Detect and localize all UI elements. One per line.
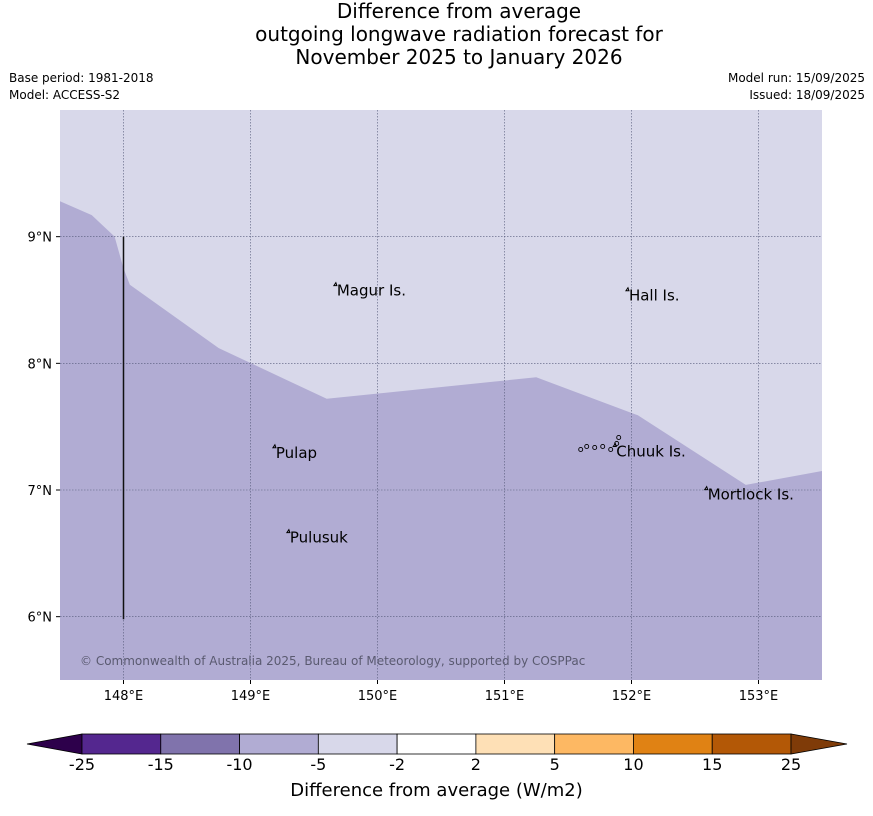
colorbar-tick-label: 5: [549, 755, 560, 774]
colorbar-bin: [633, 733, 713, 755]
colorbar-bin: [317, 733, 398, 755]
lat-tick-label: 9°N: [28, 231, 53, 246]
island-outline: [332, 281, 338, 287]
island-outline: [285, 528, 291, 534]
chuuk-island-outline: [592, 445, 598, 450]
place-label: Mortlock Is.: [708, 486, 794, 504]
colorbar-tick-label: 25: [780, 755, 802, 774]
lon-tick-label: 150°E: [358, 689, 398, 704]
island-outline: [625, 286, 630, 292]
model-run-text: Model run: 15/09/2025: [727, 71, 865, 85]
place-label: Chuuk Is.: [616, 443, 685, 461]
colorbar-bin: [396, 733, 477, 755]
chuuk-island-outline: [616, 435, 622, 440]
lon-tick-label: 152°E: [612, 689, 652, 704]
colorbar-bin: [239, 733, 319, 755]
colorbar-bin: [554, 733, 634, 755]
colorbar-bin: [475, 733, 556, 755]
lon-tick-label: 153°E: [739, 689, 779, 704]
place-label: Pulusuk: [290, 529, 348, 547]
place-label: Magur Is.: [337, 282, 406, 300]
chuuk-island-outline: [608, 447, 614, 452]
chuuk-island-outline: [578, 447, 584, 452]
lon-tick-label: 151°E: [485, 689, 525, 704]
colorbar-tick-label: 15: [702, 755, 723, 774]
colorbar-label: Difference from average (W/m2): [290, 780, 583, 801]
lon-tick-label: 148°E: [104, 689, 144, 704]
model-text: Model: ACCESS-S2: [9, 88, 121, 102]
colorbar-tick-label: -5: [310, 755, 327, 774]
title-line-1: Difference from average: [336, 0, 582, 23]
lon-tick-label: 149°E: [231, 689, 271, 704]
issued-text: Issued: 18/09/2025: [749, 88, 865, 102]
colorbar-bin: [160, 733, 240, 755]
base-period-text: Base period: 1981-2018: [9, 71, 154, 85]
island-outline: [703, 485, 709, 491]
map-title: Difference from average outgoing longwav…: [0, 0, 873, 69]
chuuk-island-outline: [584, 444, 590, 449]
lat-tick-label: 7°N: [28, 484, 53, 499]
lat-tick-label: 8°N: [28, 357, 53, 372]
colorbar-bin: [81, 733, 162, 755]
colorbar-tick-label: -10: [226, 755, 253, 774]
colorbar-bin: [711, 733, 792, 755]
meta-right: Model run: 15/09/2025 Issued: 18/09/2025: [728, 70, 865, 104]
colorbar-low-extend: [26, 733, 83, 755]
colorbar-tick-label: -25: [68, 755, 96, 774]
colorbar-high-extend: [790, 733, 848, 755]
chuuk-island-outline: [600, 444, 606, 449]
colorbar-tick-label: 2: [470, 755, 481, 774]
place-label: Hall Is.: [629, 287, 680, 305]
colorbar-tick-label: 10: [623, 755, 644, 774]
island-outline: [271, 443, 277, 449]
lat-tick-label: 6°N: [28, 611, 53, 626]
colorbar-tick-label: -2: [389, 755, 406, 774]
title-line-2: outgoing longwave radiation forecast for: [255, 22, 663, 46]
meta-left: Base period: 1981-2018 Model: ACCESS-S2: [9, 70, 154, 104]
colorbar-tick-label: -15: [147, 755, 174, 774]
chuuk-island-outline: [614, 441, 620, 446]
copyright-notice: © Commonwealth of Australia 2025, Bureau…: [80, 654, 585, 668]
place-label: Pulap: [276, 444, 317, 462]
title-line-3: November 2025 to January 2026: [295, 45, 623, 69]
